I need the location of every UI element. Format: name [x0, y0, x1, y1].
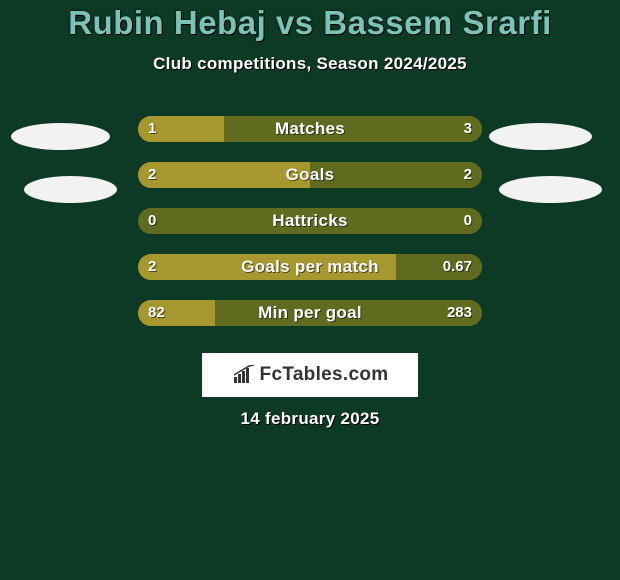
stat-row: Goals per match2 0.67	[0, 254, 620, 280]
stat-label: Hattricks	[138, 208, 482, 234]
bar-chart-icon	[232, 365, 256, 385]
stat-value-right: 283	[447, 300, 472, 326]
stat-label: Matches	[138, 116, 482, 142]
stat-label: Goals	[138, 162, 482, 188]
stat-value-right: 0.67	[443, 254, 472, 280]
stat-row: Goals2 2	[0, 162, 620, 188]
root: Rubin Hebaj vs Bassem Srarfi Club compet…	[0, 0, 620, 580]
stat-value-left: 2	[148, 254, 156, 280]
date-text: 14 february 2025	[0, 409, 620, 429]
stat-value-left: 82	[148, 300, 165, 326]
brand-text: FcTables.com	[260, 364, 389, 386]
stat-value-right: 3	[464, 116, 472, 142]
stat-row: Hattricks0 0	[0, 208, 620, 234]
stat-row: Matches1 3	[0, 116, 620, 142]
stat-label: Goals per match	[138, 254, 482, 280]
stat-value-right: 0	[464, 208, 472, 234]
brand-badge: FcTables.com	[202, 353, 418, 397]
stat-label: Min per goal	[138, 300, 482, 326]
stat-value-left: 2	[148, 162, 156, 188]
page-title: Rubin Hebaj vs Bassem Srarfi	[0, 4, 620, 42]
subtitle: Club competitions, Season 2024/2025	[0, 54, 620, 74]
stat-value-left: 0	[148, 208, 156, 234]
stat-value-left: 1	[148, 116, 156, 142]
stat-row: Min per goal82 283	[0, 300, 620, 326]
stat-value-right: 2	[464, 162, 472, 188]
